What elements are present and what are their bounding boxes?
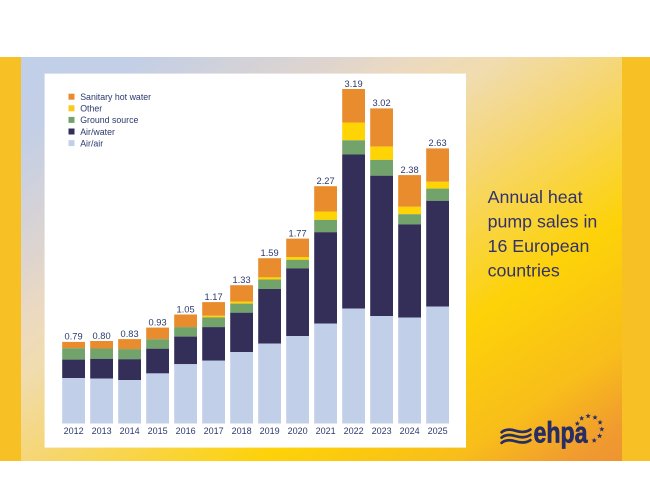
svg-text:2018: 2018 xyxy=(232,426,252,436)
svg-text:2019: 2019 xyxy=(260,426,280,436)
svg-text:2.27: 2.27 xyxy=(317,176,335,186)
svg-text:Annual heat: Annual heat xyxy=(488,187,583,207)
svg-text:1.77: 1.77 xyxy=(289,228,307,238)
svg-text:2021: 2021 xyxy=(316,426,336,436)
svg-text:1.17: 1.17 xyxy=(205,292,223,302)
svg-text:2.38: 2.38 xyxy=(401,165,419,175)
svg-text:2023: 2023 xyxy=(372,426,392,436)
svg-text:3.02: 3.02 xyxy=(373,98,391,108)
svg-text:2015: 2015 xyxy=(148,426,168,436)
svg-text:Sanitary hot water: Sanitary hot water xyxy=(80,92,151,102)
svg-text:Air/air: Air/air xyxy=(80,138,103,148)
svg-text:1.59: 1.59 xyxy=(261,248,279,258)
svg-text:countries: countries xyxy=(488,261,560,281)
svg-text:2012: 2012 xyxy=(64,426,84,436)
svg-text:Other: Other xyxy=(80,104,102,114)
svg-text:16 European: 16 European xyxy=(488,236,590,256)
svg-text:0.93: 0.93 xyxy=(149,317,167,327)
svg-text:2017: 2017 xyxy=(204,426,224,436)
svg-text:0.80: 0.80 xyxy=(93,331,111,341)
svg-text:1.05: 1.05 xyxy=(177,304,195,314)
svg-text:Air/water: Air/water xyxy=(80,127,115,137)
svg-text:1.33: 1.33 xyxy=(233,275,251,285)
svg-text:2014: 2014 xyxy=(120,426,140,436)
svg-text:2022: 2022 xyxy=(344,426,364,436)
svg-text:pump sales in: pump sales in xyxy=(488,212,598,232)
svg-text:3.19: 3.19 xyxy=(345,79,363,89)
svg-text:0.79: 0.79 xyxy=(65,332,83,342)
svg-text:2025: 2025 xyxy=(428,426,448,436)
svg-text:0.83: 0.83 xyxy=(121,329,139,339)
svg-text:2024: 2024 xyxy=(400,426,420,436)
svg-text:Ground source: Ground source xyxy=(80,115,138,125)
svg-text:2.63: 2.63 xyxy=(429,138,447,148)
svg-text:2013: 2013 xyxy=(92,426,112,436)
svg-text:ehpa: ehpa xyxy=(534,417,588,450)
svg-text:2020: 2020 xyxy=(288,426,308,436)
svg-text:2016: 2016 xyxy=(176,426,196,436)
